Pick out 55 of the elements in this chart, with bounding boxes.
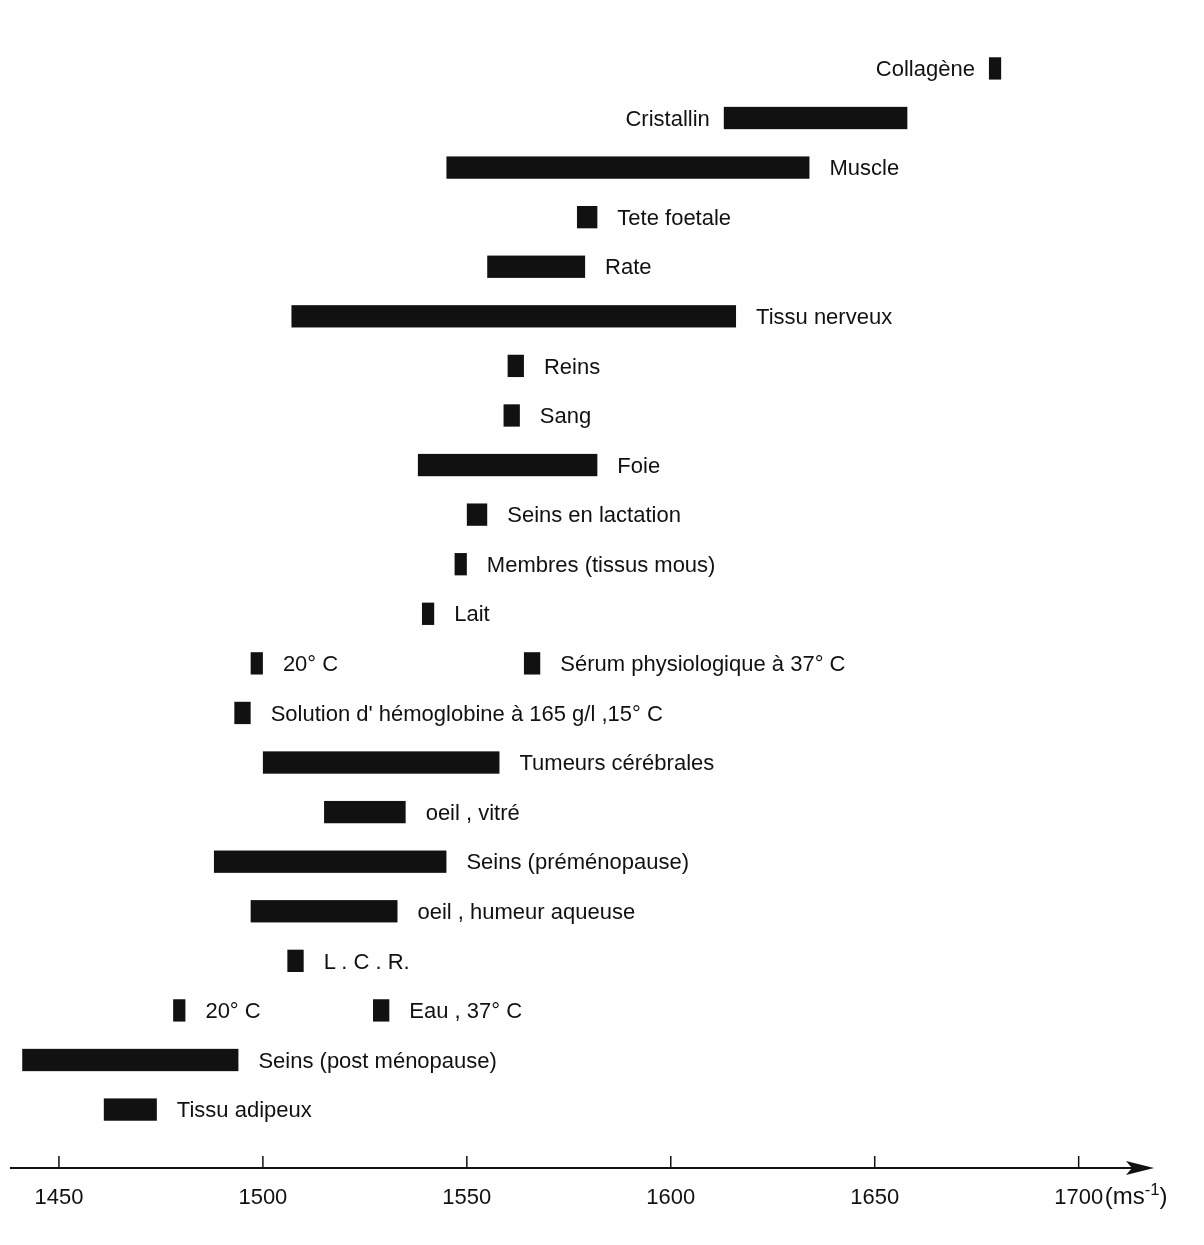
bar — [250, 652, 263, 675]
x-tick-label: 1500 — [238, 1184, 288, 1209]
bar — [103, 1098, 157, 1121]
bar — [373, 999, 390, 1022]
bar — [446, 156, 810, 179]
bar — [507, 354, 524, 378]
bar — [213, 850, 447, 873]
bar — [487, 255, 586, 278]
bar — [287, 949, 304, 972]
y-tick-label: oeil , vitré — [425, 799, 520, 825]
y-tick-label: Solution d' hémoglobine à 165 g/l ,15° C — [270, 700, 663, 726]
bar — [988, 57, 1002, 80]
y-tick-label: Cristallin — [625, 105, 710, 131]
y-tick-label: Foie — [617, 452, 661, 478]
y-tick-label: Muscle — [829, 155, 900, 181]
bar — [22, 1048, 239, 1072]
y-tick-label: Eau , 37° C — [409, 998, 523, 1024]
y-tick-label: Seins (post ménopause) — [258, 1047, 497, 1073]
bar — [291, 305, 737, 328]
y-tick-label: Tissu nerveux — [756, 304, 893, 330]
bar — [250, 900, 398, 923]
y-tick-label: Collagène — [875, 56, 975, 82]
bar — [466, 503, 488, 526]
y-tick-label: L . C . R. — [323, 948, 410, 974]
bar — [324, 800, 406, 824]
bar — [523, 652, 541, 675]
x-tick-label: 1600 — [646, 1184, 696, 1209]
bar — [421, 602, 435, 625]
bar — [454, 553, 467, 576]
y-tick-label: Tissu adipeux — [176, 1097, 312, 1123]
y-tick-label: Lait — [454, 601, 490, 627]
bar — [173, 999, 186, 1022]
x-tick-label: 1450 — [34, 1184, 84, 1209]
bar — [503, 404, 520, 427]
y-tick-label: Sang — [539, 403, 592, 429]
y-tick-label: Reins — [543, 353, 601, 379]
bar — [417, 453, 598, 477]
y-tick-label: Seins (préménopause) — [466, 849, 690, 875]
x-tick-label: 1550 — [442, 1184, 492, 1209]
y-tick-label: oeil , humeur aqueuse — [417, 898, 636, 924]
bar — [262, 751, 500, 774]
y-tick-label: Seins en lactation — [507, 502, 681, 528]
y-tick-label: Tumeurs cérébrales — [519, 750, 715, 776]
bar — [234, 701, 251, 725]
annotation: 20° C — [205, 998, 261, 1024]
annotation: 20° C — [282, 651, 339, 677]
bar — [576, 206, 598, 229]
x-axis-title: (ms$^{-1}$) — [1104, 1179, 1168, 1209]
y-tick-label: Sérum physiologique à 37° C — [560, 651, 846, 677]
y-tick-label: Tete foetale — [617, 204, 732, 230]
x-tick-label: 1700 — [1054, 1184, 1104, 1209]
bar — [723, 106, 908, 130]
x-tick-label: 1650 — [850, 1184, 900, 1209]
y-tick-label: Rate — [605, 254, 652, 280]
y-tick-label: Membres (tissus mous) — [486, 551, 716, 577]
